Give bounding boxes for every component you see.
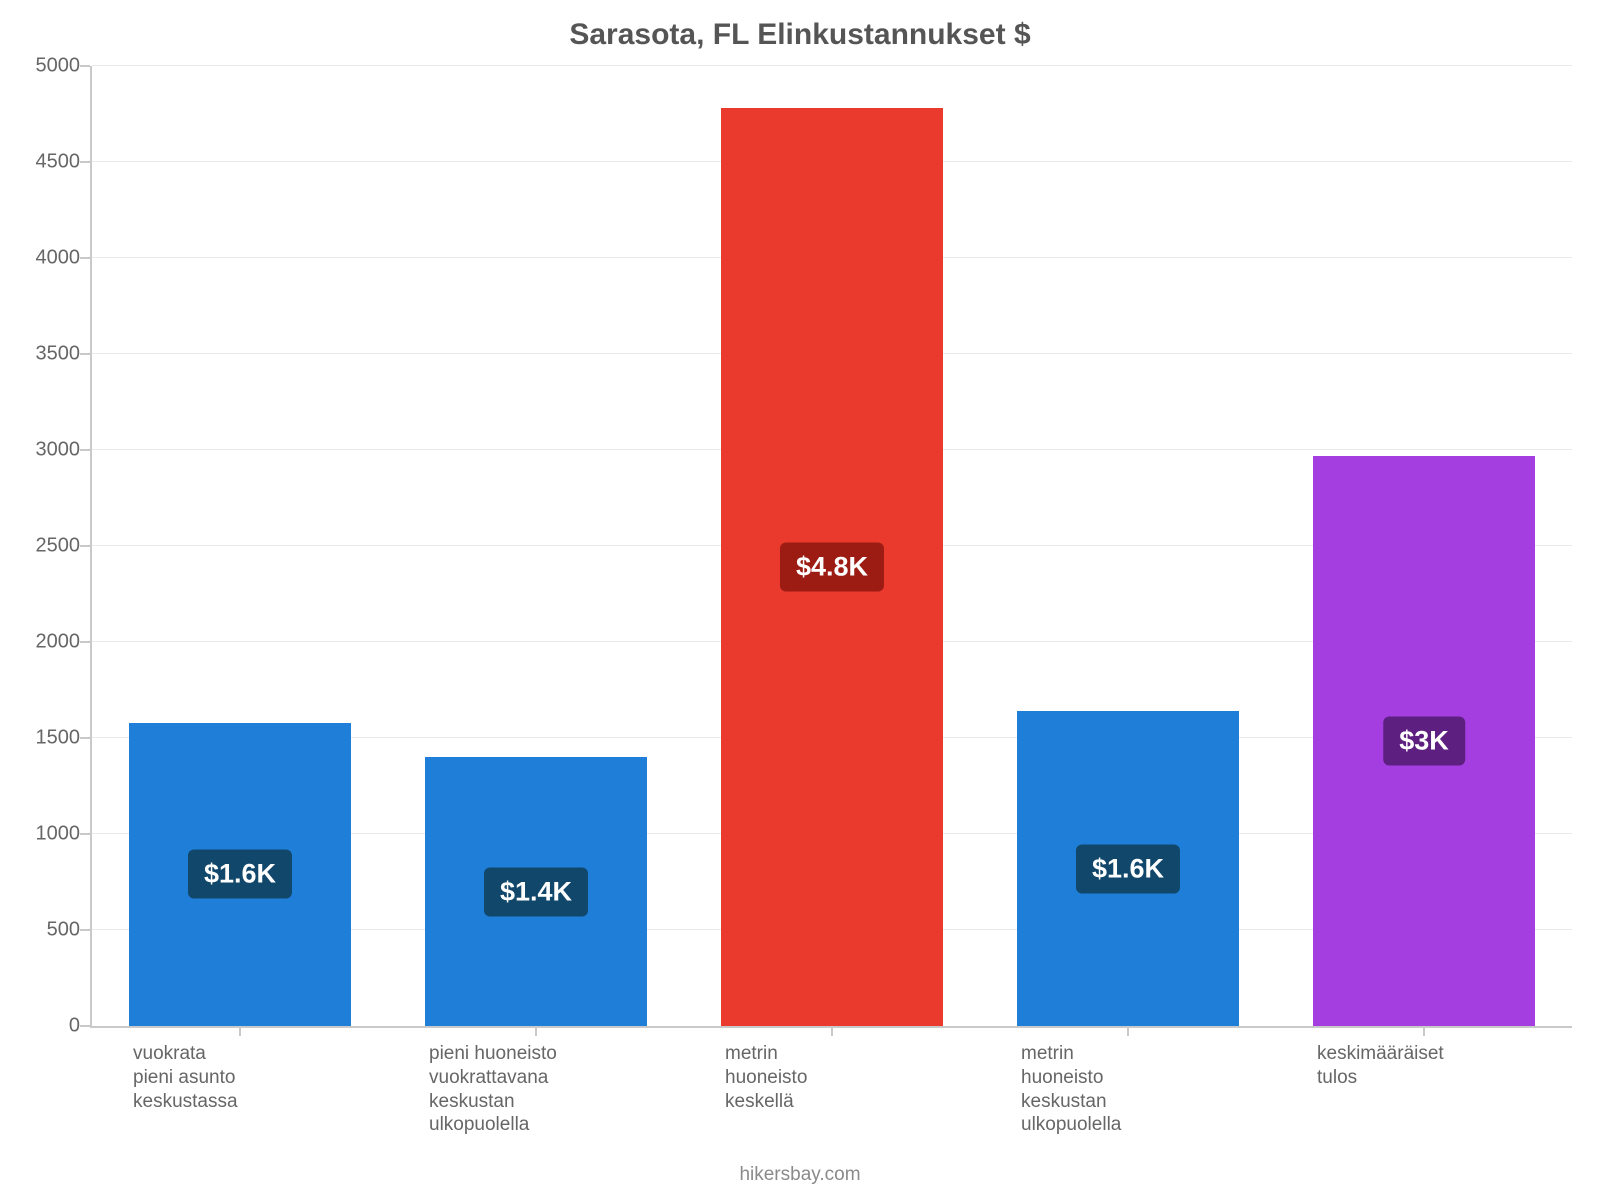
x-axis-label: metrin huoneisto keskustan ulkopuolella [1021, 1042, 1121, 1137]
y-tick [80, 545, 90, 547]
y-tick [80, 65, 90, 67]
y-tick [80, 929, 90, 931]
y-tick-label: 2500 [36, 535, 81, 558]
x-axis-label: keskimääräiset tulos [1317, 1042, 1444, 1090]
x-tick [831, 1026, 833, 1036]
y-tick [80, 161, 90, 163]
x-axis-label: pieni huoneisto vuokrattavana keskustan … [429, 1042, 557, 1137]
x-axis-label: vuokrata pieni asunto keskustassa [133, 1042, 238, 1113]
y-axis-labels: 0500100015002000250030003500400045005000 [0, 66, 80, 1026]
x-tick [535, 1026, 537, 1036]
chart-title: Sarasota, FL Elinkustannukset $ [0, 18, 1600, 52]
y-tick-label: 3500 [36, 343, 81, 366]
y-tick [80, 737, 90, 739]
value-badge: $4.8K [780, 543, 884, 592]
y-tick [80, 353, 90, 355]
y-tick [80, 257, 90, 259]
value-badge: $1.6K [188, 850, 292, 899]
y-tick [80, 641, 90, 643]
value-badge: $1.4K [484, 867, 588, 916]
x-tick [1127, 1026, 1129, 1036]
y-tick-label: 4000 [36, 247, 81, 270]
x-tick [239, 1026, 241, 1036]
x-tick [1423, 1026, 1425, 1036]
y-tick-label: 500 [47, 919, 80, 942]
y-tick-label: 3000 [36, 439, 81, 462]
value-badge: $3K [1383, 716, 1465, 765]
plot-area: $1.6K $1.4K $4.8K $1.6K $3K [90, 66, 1572, 1028]
value-badge: $1.6K [1076, 844, 1180, 893]
cost-of-living-chart: Sarasota, FL Elinkustannukset $ $1.6K$1.… [0, 0, 1600, 1200]
y-tick [80, 449, 90, 451]
chart-footer-credit: hikersbay.com [0, 1164, 1600, 1186]
x-axis-label: metrin huoneisto keskellä [725, 1042, 807, 1113]
y-tick-label: 4500 [36, 151, 81, 174]
y-tick-label: 1500 [36, 727, 81, 750]
y-tick-label: 5000 [36, 55, 81, 78]
x-axis-labels: vuokrata pieni asunto keskustassa pieni h… [90, 1036, 1570, 1156]
y-tick-label: 1000 [36, 823, 81, 846]
y-tick [80, 833, 90, 835]
y-tick-label: 2000 [36, 631, 81, 654]
grid-line [92, 65, 1572, 66]
y-tick [80, 1025, 90, 1027]
y-tick-label: 0 [69, 1015, 80, 1038]
